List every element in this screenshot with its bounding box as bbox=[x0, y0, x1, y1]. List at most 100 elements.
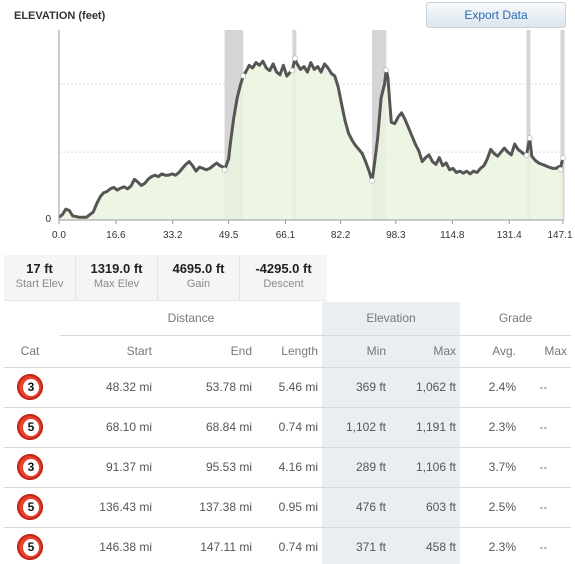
length-cell: 0.74 mi bbox=[256, 526, 322, 564]
cat-number: 3 bbox=[23, 379, 39, 396]
table-row[interactable]: 5 136.43 mi 137.38 mi 0.95 mi 476 ft 603… bbox=[4, 486, 571, 527]
route-stats: 17 ft Start Elev 1319.0 ft Max Elev 4695… bbox=[4, 255, 327, 301]
x-tick-label: 98.3 bbox=[386, 230, 406, 240]
x-tick-label: 0.0 bbox=[52, 230, 66, 240]
end-cell: 137.38 mi bbox=[156, 486, 256, 527]
climb-marker bbox=[560, 155, 566, 161]
x-tick-label: 33.2 bbox=[163, 230, 183, 240]
climb-marker bbox=[289, 67, 296, 74]
start-cell: 48.32 mi bbox=[60, 366, 156, 407]
climb-marker bbox=[292, 55, 298, 62]
stat-value: -4295.0 ft bbox=[255, 261, 312, 276]
stat-label: Max Elev bbox=[93, 278, 140, 290]
stat-max-elev: 1319.0 ft Max Elev bbox=[76, 255, 158, 300]
col-header-start[interactable]: Start bbox=[126, 344, 152, 358]
avg-grade-cell: 2.3% bbox=[460, 526, 520, 564]
x-tick-label: 114.8 bbox=[440, 230, 465, 240]
x-tick-label: 82.2 bbox=[331, 230, 351, 240]
avg-grade-cell: 2.5% bbox=[460, 486, 520, 527]
y-tick-label: 0 bbox=[45, 214, 51, 225]
climb-marker bbox=[523, 152, 530, 159]
elevation-chart[interactable]: 0.0 16.6 33.2 49.5 66.1 82.2 98.3 114.8 131.4 147… bbox=[0, 0, 575, 240]
max-cell: 458 ft bbox=[390, 526, 460, 564]
chart-title: ELEVATION (feet) bbox=[14, 10, 106, 22]
table-row[interactable]: 3 48.32 mi 53.78 mi 5.46 mi 369 ft 1,062… bbox=[4, 366, 571, 407]
climb-marker bbox=[526, 135, 533, 141]
group-header-distance: Distance bbox=[60, 302, 322, 336]
climb-marker bbox=[383, 67, 390, 73]
group-header-elevation: Elevation bbox=[322, 302, 460, 336]
end-cell: 53.78 mi bbox=[156, 366, 256, 407]
end-cell: 147.11 mi bbox=[156, 526, 256, 564]
min-cell: 289 ft bbox=[322, 446, 390, 487]
stat-gain: 4695.0 ft Gain bbox=[158, 255, 240, 300]
start-cell: 146.38 mi bbox=[60, 526, 156, 564]
max-cell: 603 ft bbox=[390, 486, 460, 527]
col-header-min[interactable]: Min bbox=[322, 335, 390, 367]
stat-value: 4695.0 ft bbox=[172, 261, 225, 276]
x-tick-label: 49.5 bbox=[219, 230, 239, 240]
length-cell: 0.74 mi bbox=[256, 406, 322, 447]
x-tick-label: 66.1 bbox=[276, 230, 296, 240]
end-cell: 68.84 mi bbox=[156, 406, 256, 447]
cat-number: 5 bbox=[23, 539, 39, 557]
climbs-table: Distance Elevation Grade Cat Start End L… bbox=[4, 302, 571, 564]
start-cell: 91.37 mi bbox=[60, 446, 156, 487]
max-grade-cell: -- bbox=[520, 486, 571, 527]
cat-cell: 5 bbox=[4, 526, 60, 564]
group-header-grade: Grade bbox=[460, 302, 571, 336]
cat-number: 3 bbox=[23, 459, 39, 476]
col-header-cat[interactable]: Cat bbox=[20, 343, 40, 358]
x-tick-label: 147.1 bbox=[547, 230, 572, 240]
min-cell: 1,102 ft bbox=[322, 406, 390, 447]
min-cell: 369 ft bbox=[322, 366, 390, 407]
stat-label: Descent bbox=[263, 278, 304, 290]
table-row[interactable]: 5 146.38 mi 147.11 mi 0.74 mi 371 ft 458… bbox=[4, 526, 571, 564]
cat-number: 5 bbox=[23, 499, 39, 516]
climb-category-icon: 5 bbox=[17, 414, 43, 440]
length-cell: 4.16 mi bbox=[256, 446, 322, 487]
avg-grade-cell: 3.7% bbox=[460, 446, 520, 487]
max-cell: 1,062 ft bbox=[390, 366, 460, 407]
end-cell: 95.53 mi bbox=[156, 446, 256, 487]
export-data-button[interactable]: Export Data bbox=[426, 2, 566, 28]
climb-marker bbox=[221, 167, 228, 173]
cat-cell: 3 bbox=[4, 446, 60, 487]
table-row[interactable]: 5 68.10 mi 68.84 mi 0.74 mi 1,102 ft 1,1… bbox=[4, 406, 571, 447]
min-cell: 476 ft bbox=[322, 486, 390, 527]
cat-cell: 3 bbox=[4, 366, 60, 407]
stat-start-elev: 17 ft Start Elev bbox=[4, 255, 76, 300]
max-cell: 1,106 ft bbox=[390, 446, 460, 487]
start-cell: 68.10 mi bbox=[60, 406, 156, 447]
col-header-max[interactable]: Max bbox=[390, 335, 460, 367]
climb-marker bbox=[369, 178, 375, 184]
col-header-end[interactable]: End bbox=[230, 344, 252, 358]
cat-number: 5 bbox=[23, 419, 39, 436]
max-grade-cell: -- bbox=[520, 366, 571, 407]
avg-grade-cell: 2.4% bbox=[460, 366, 520, 407]
max-grade-cell: -- bbox=[520, 526, 571, 564]
col-header-length[interactable]: Length bbox=[281, 344, 318, 358]
x-tick-label: 131.4 bbox=[497, 230, 522, 240]
start-cell: 136.43 mi bbox=[60, 486, 156, 527]
cat-cell: 5 bbox=[4, 486, 60, 527]
climb-category-icon: 5 bbox=[17, 494, 43, 520]
min-cell: 371 ft bbox=[322, 526, 390, 564]
cat-cell: 5 bbox=[4, 406, 60, 447]
avg-grade-cell: 2.3% bbox=[460, 406, 520, 447]
col-header-avg[interactable]: Avg. bbox=[492, 344, 516, 358]
stat-label: Start Elev bbox=[15, 278, 64, 290]
climb-marker bbox=[557, 166, 564, 173]
max-grade-cell: -- bbox=[520, 446, 571, 487]
max-cell: 1,191 ft bbox=[390, 406, 460, 447]
climb-category-icon: 3 bbox=[17, 374, 43, 400]
stat-value: 1319.0 ft bbox=[90, 261, 143, 276]
length-cell: 5.46 mi bbox=[256, 366, 322, 407]
col-header-grade-max[interactable]: Max bbox=[544, 344, 567, 358]
table-row[interactable]: 3 91.37 mi 95.53 mi 4.16 mi 289 ft 1,106… bbox=[4, 446, 571, 487]
elevation-area bbox=[59, 58, 564, 221]
climb-category-icon: 3 bbox=[17, 454, 43, 480]
stat-descent: -4295.0 ft Descent bbox=[240, 255, 327, 300]
elevation-line bbox=[58, 56, 565, 219]
length-cell: 0.95 mi bbox=[256, 486, 322, 527]
